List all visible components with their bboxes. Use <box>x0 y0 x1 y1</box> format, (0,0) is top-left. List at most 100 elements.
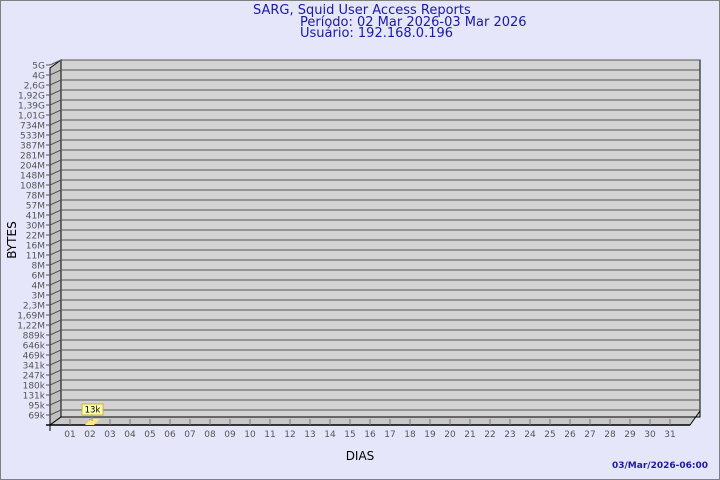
x-tick-label: 15 <box>344 430 355 440</box>
y-tick-label: 2,3M <box>23 302 45 312</box>
x-tick-label: 24 <box>524 430 536 440</box>
x-tick-label: 19 <box>424 430 436 440</box>
y-tick-diagonal <box>49 179 62 186</box>
y-tick-label: 734M <box>20 122 45 132</box>
bar <box>85 419 100 425</box>
y-tick-label: 95k <box>28 402 45 412</box>
x-tick-label: 23 <box>504 430 515 440</box>
y-tick-label: 1,22M <box>17 322 45 332</box>
y-tick-label: 22M <box>26 232 45 242</box>
x-tick-label: 31 <box>664 430 675 440</box>
y-tick-label: 1,39G <box>18 102 45 112</box>
y-tick-label: 4G <box>32 72 45 82</box>
y-tick-diagonal <box>49 109 62 116</box>
y-tick-label: 387M <box>20 142 45 152</box>
x-tick-label: 18 <box>404 430 416 440</box>
x-tick-label: 09 <box>224 430 236 440</box>
y-tick-label: 6M <box>32 272 46 282</box>
x-tick-label: 16 <box>364 430 376 440</box>
y-tick-label: 247k <box>23 372 46 382</box>
data-label-box <box>81 403 104 416</box>
chart-title: SARG, Squid User Access Reports <box>253 3 471 18</box>
y-tick-label: 1,69M <box>17 312 45 322</box>
x-tick-label: 12 <box>284 430 295 440</box>
y-tick-diagonal <box>49 329 62 336</box>
y-tick-label: 69k <box>28 412 45 422</box>
x-tick-label: 01 <box>64 430 75 440</box>
y-tick-diagonal <box>49 409 62 416</box>
x-tick-label: 11 <box>264 430 275 440</box>
y-tick-diagonal <box>49 249 62 256</box>
y-tick-label: 3M <box>32 292 46 302</box>
y-tick-label: 5G <box>32 62 45 72</box>
x-tick-label: 03 <box>104 430 115 440</box>
y-tick-diagonal <box>49 69 62 76</box>
y-tick-diagonal <box>49 339 62 346</box>
x-tick-label: 26 <box>564 430 576 440</box>
x-tick-label: 20 <box>444 430 456 440</box>
y-tick-diagonal <box>49 359 62 366</box>
y-tick-label: 889k <box>23 332 46 342</box>
chart-subtitle-user: Usuário: 192.168.0.196 <box>300 26 454 41</box>
x-tick-label: 29 <box>624 430 636 440</box>
x-tick-label: 06 <box>164 430 176 440</box>
y-tick-label: 281M <box>20 152 45 162</box>
y-tick-diagonal <box>49 59 62 66</box>
y-tick-diagonal <box>49 259 62 266</box>
y-tick-diagonal <box>49 369 62 376</box>
y-tick-label: 11M <box>26 252 45 262</box>
y-tick-diagonal <box>49 399 62 406</box>
x-tick-label: 08 <box>204 430 216 440</box>
y-tick-diagonal <box>49 139 62 146</box>
x-axis-title: DIAS <box>346 449 375 463</box>
y-tick-diagonal <box>49 349 62 356</box>
x-tick-label: 17 <box>384 430 395 440</box>
y-tick-diagonal <box>49 299 62 306</box>
y-tick-diagonal <box>49 319 62 326</box>
y-tick-diagonal <box>49 189 62 196</box>
y-tick-label: 30M <box>26 222 45 232</box>
x-tick-label: 28 <box>604 430 616 440</box>
y-tick-diagonal <box>49 309 62 316</box>
y-tick-diagonal <box>49 219 62 226</box>
y-tick-diagonal <box>49 99 62 106</box>
y-tick-label: 646k <box>23 342 46 352</box>
y-tick-label: 57M <box>26 202 45 212</box>
y-tick-diagonal <box>49 159 62 166</box>
x-tick-label: 21 <box>464 430 475 440</box>
x-tick-label: 25 <box>544 430 555 440</box>
y-tick-label: 131k <box>23 392 46 402</box>
y-tick-label: 533M <box>20 132 45 142</box>
y-tick-diagonal <box>49 289 62 296</box>
y-tick-label: 108M <box>20 182 45 192</box>
x-tick-label: 02 <box>84 430 95 440</box>
x-tick-label: 07 <box>184 430 195 440</box>
y-tick-diagonal <box>49 149 62 156</box>
x-tick-label: 14 <box>324 430 336 440</box>
y-tick-label: 341k <box>23 362 46 372</box>
y-tick-label: 2,6G <box>24 82 45 92</box>
x-tick-label: 13 <box>304 430 315 440</box>
y-tick-label: 8M <box>32 262 46 272</box>
y-tick-diagonal <box>49 129 62 136</box>
y-tick-label: 78M <box>26 192 45 202</box>
y-tick-label: 4M <box>32 282 46 292</box>
x-tick-label: 27 <box>584 430 595 440</box>
x-tick-label: 05 <box>144 430 155 440</box>
x-tick-label: 22 <box>484 430 495 440</box>
y-tick-diagonal <box>49 269 62 276</box>
y-tick-diagonal <box>49 119 62 126</box>
x-tick-label: 10 <box>244 430 256 440</box>
y-tick-label: 469k <box>23 352 46 362</box>
y-tick-diagonal <box>49 389 62 396</box>
back-panel <box>60 59 701 418</box>
chart-subtitle-period: Período: 02 Mar 2026-03 Mar 2026 <box>300 15 527 30</box>
y-tick-diagonal <box>49 169 62 176</box>
y-tick-diagonal <box>49 379 62 386</box>
data-label: 13k <box>85 406 101 416</box>
y-tick-label: 16M <box>26 242 45 252</box>
report-timestamp: 03/Mar/2026-06:00 <box>612 461 708 471</box>
y-tick-diagonal <box>49 209 62 216</box>
y-tick-label: 41M <box>26 212 45 222</box>
